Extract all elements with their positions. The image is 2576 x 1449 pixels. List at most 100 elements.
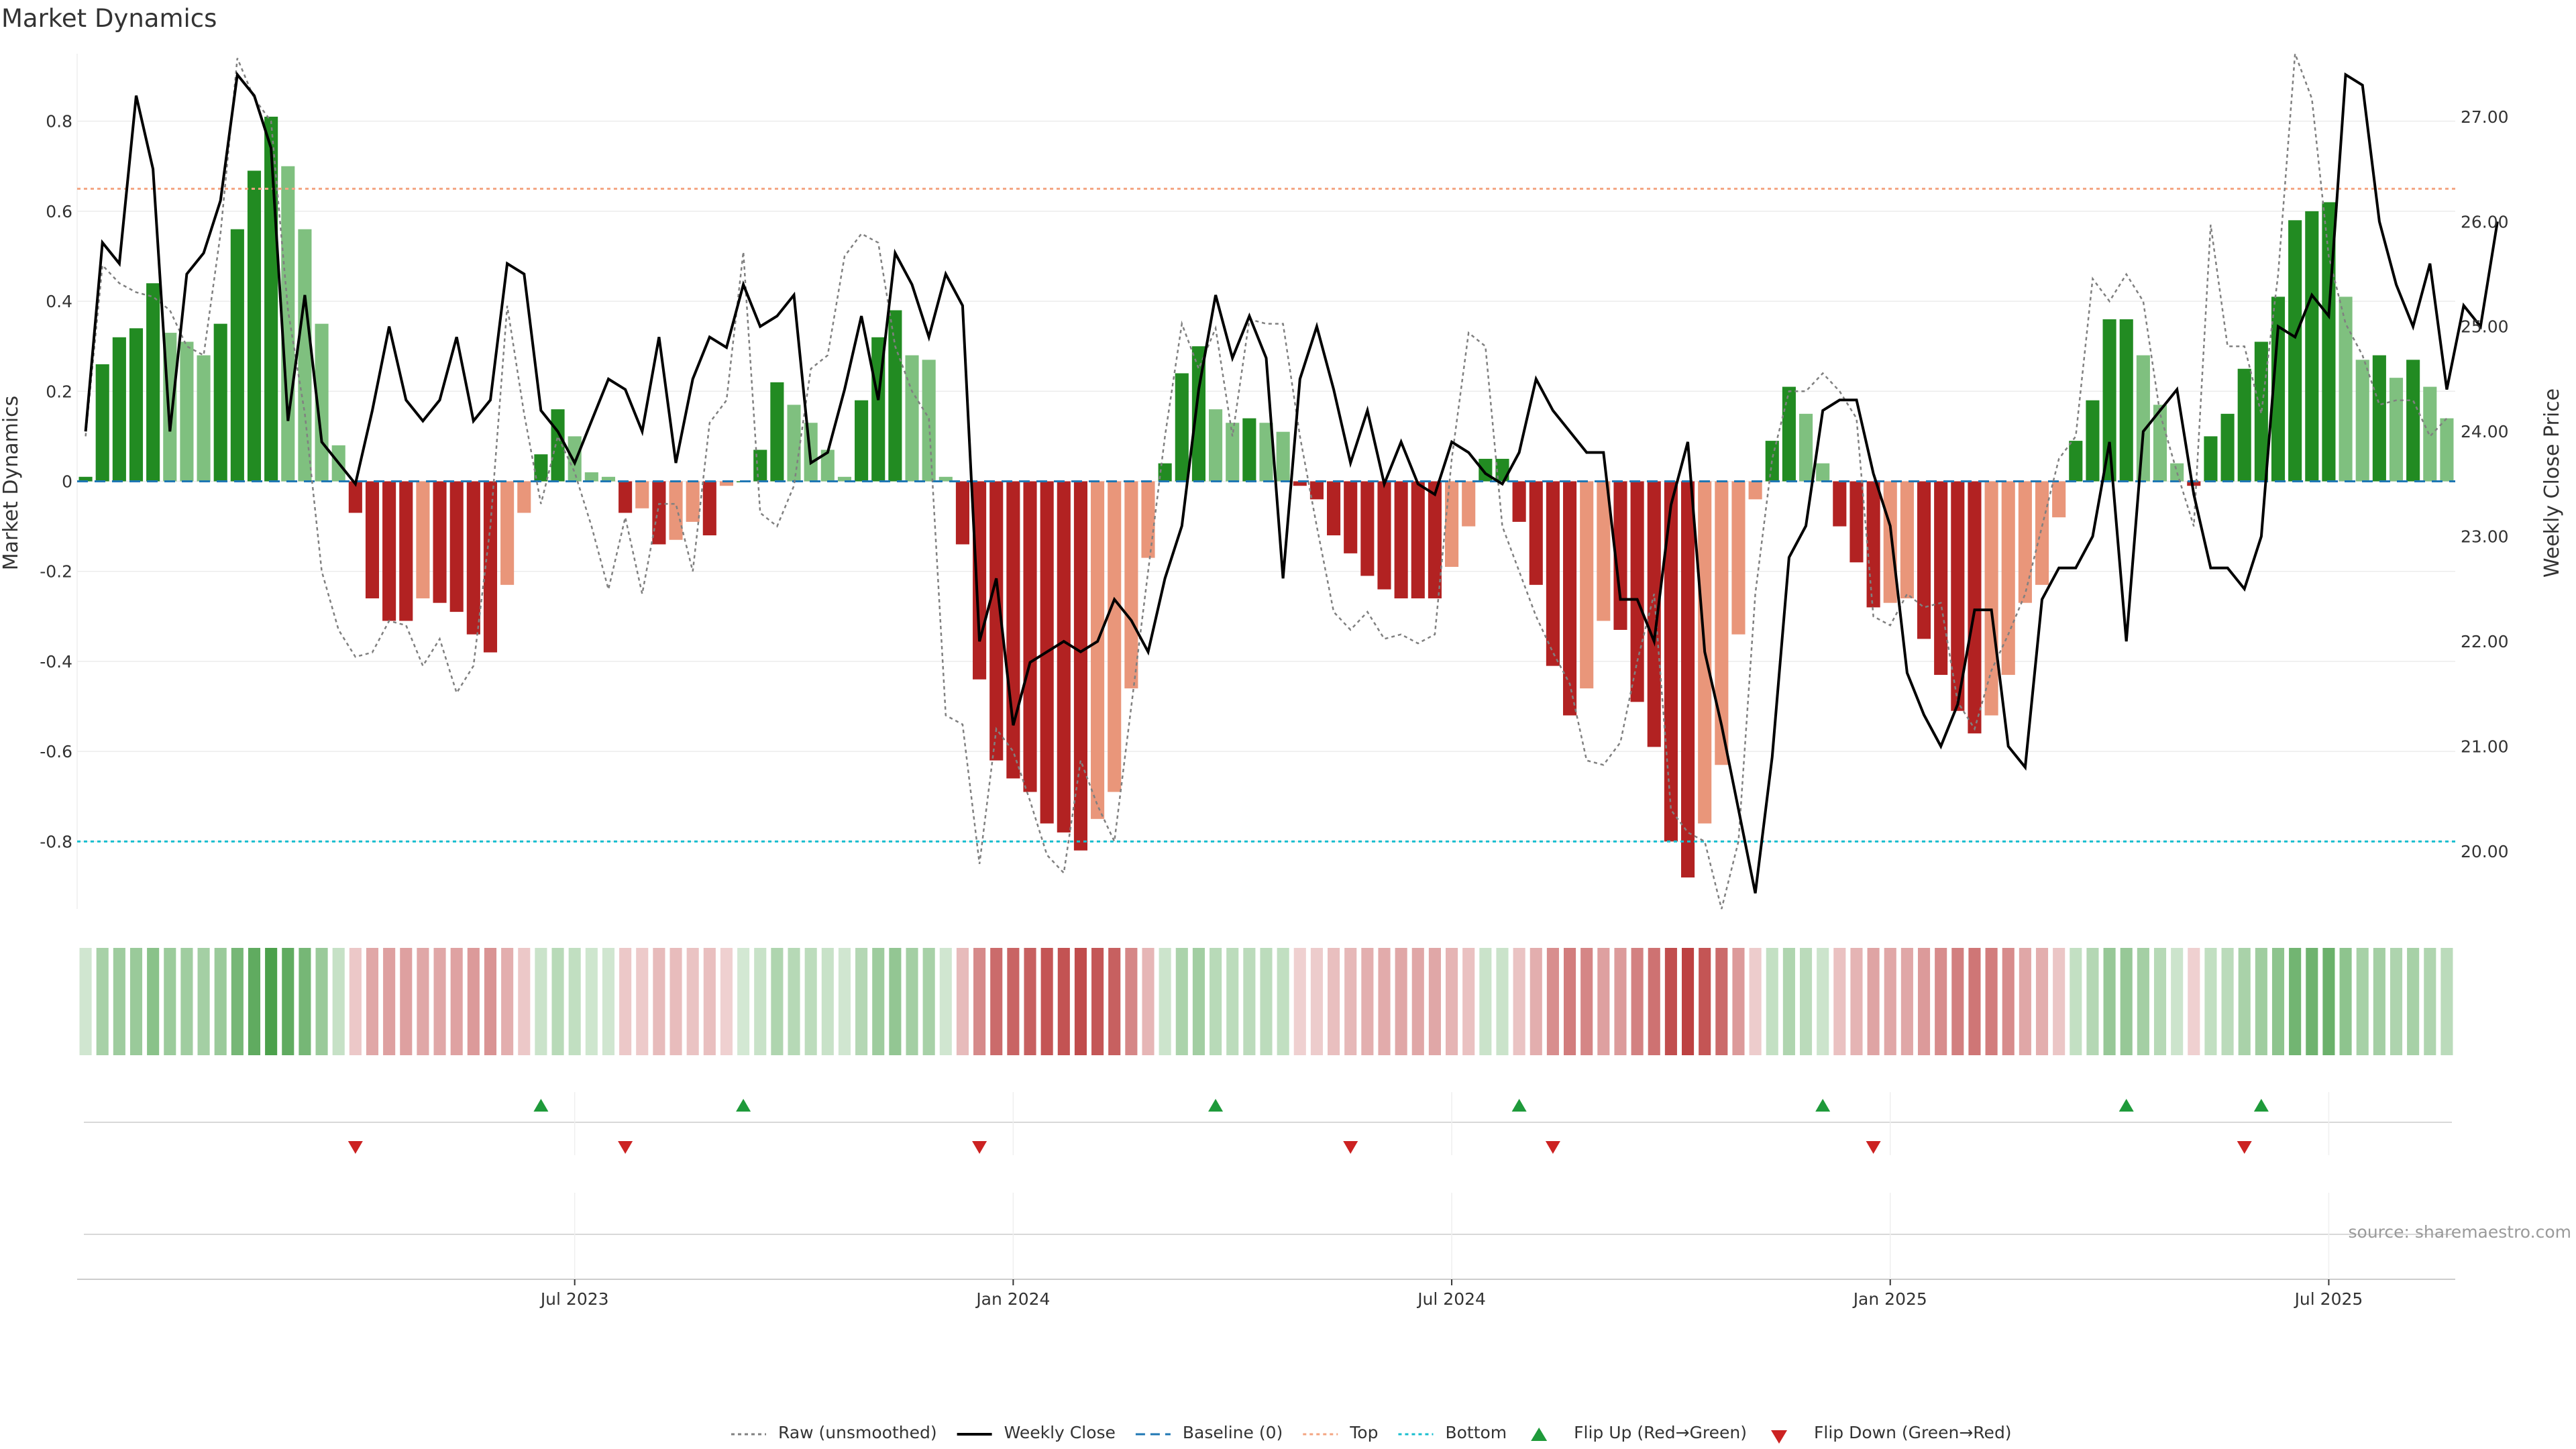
momentum-bar xyxy=(770,382,784,482)
heat-cell xyxy=(1007,948,1020,1055)
momentum-bar xyxy=(584,472,598,482)
date-axis-grid xyxy=(77,1193,2455,1280)
momentum-bar xyxy=(1816,463,1830,482)
flip-up-legend: Flip Up (Red→Green) xyxy=(1531,1423,1747,1442)
momentum-bar xyxy=(95,364,109,482)
flip-down-marker xyxy=(2237,1141,2252,1154)
momentum-bar xyxy=(466,481,480,635)
heat-cell xyxy=(1513,948,1525,1055)
date-tick-label: Jan 2025 xyxy=(1852,1289,1927,1309)
momentum-bar xyxy=(686,481,700,522)
momentum-bar xyxy=(1091,481,1105,819)
momentum-bar xyxy=(1226,423,1240,482)
momentum-bar xyxy=(180,341,194,482)
momentum-bar xyxy=(652,481,666,545)
momentum-bars xyxy=(78,116,2454,878)
flip-down-marker xyxy=(1343,1141,1358,1154)
heat-cell xyxy=(2373,948,2385,1055)
momentum-bar xyxy=(702,481,716,536)
momentum-bar xyxy=(2237,368,2251,482)
heat-cell xyxy=(2221,948,2234,1055)
heat-cell xyxy=(771,948,784,1055)
momentum-bar xyxy=(2119,319,2133,482)
heat-cell xyxy=(1817,948,1829,1055)
momentum-bar xyxy=(2423,386,2437,482)
heat-cell xyxy=(804,948,817,1055)
heat-cell xyxy=(2002,948,2015,1055)
heat-cell xyxy=(1664,948,1677,1055)
left-tick-label: 0.2 xyxy=(46,382,72,401)
momentum-bar xyxy=(2170,463,2184,482)
flip-markers xyxy=(347,1099,2269,1154)
momentum-bar xyxy=(1562,481,1577,716)
heat-cell xyxy=(1900,948,1913,1055)
left-tick-label: 0 xyxy=(62,472,72,492)
heat-cell xyxy=(1884,948,1896,1055)
heat-cell xyxy=(551,948,564,1055)
momentum-bar xyxy=(619,481,633,513)
momentum-bar xyxy=(500,481,515,585)
heat-cell xyxy=(2053,948,2065,1055)
weekly-close-legend: Weekly Close xyxy=(957,1423,1116,1442)
right-tick-label: 23.00 xyxy=(2461,527,2509,547)
flip-down-marker xyxy=(347,1141,363,1154)
heat-cell xyxy=(2356,948,2369,1055)
momentum-bar xyxy=(1968,481,1982,734)
momentum-bar xyxy=(1006,481,1020,779)
momentum-bar xyxy=(2102,319,2116,482)
momentum-bar xyxy=(888,310,902,482)
momentum-bar xyxy=(1108,481,1122,792)
heat-cell xyxy=(906,948,918,1055)
momentum-bar xyxy=(1546,481,1560,666)
heat-cell xyxy=(973,948,986,1055)
heat-cell xyxy=(1850,948,1863,1055)
flip-up-marker xyxy=(2118,1099,2134,1112)
heat-cell xyxy=(939,948,952,1055)
momentum-bar xyxy=(2187,481,2201,486)
heat-cell xyxy=(2035,948,2049,1055)
right-tick-label: 21.00 xyxy=(2461,737,2509,757)
heat-cell xyxy=(1328,948,1340,1055)
heat-cell xyxy=(1614,948,1627,1055)
momentum-bar xyxy=(2339,297,2353,482)
momentum-bar xyxy=(1057,481,1071,833)
momentum-bar xyxy=(146,283,160,482)
heat-cell xyxy=(2019,948,2031,1055)
left-axis-ticks: 0.8 0.6 0.4 0.2 0 -0.2 -0.4 -0.6 -0.8 xyxy=(40,112,72,852)
momentum-bar xyxy=(1360,481,1375,576)
momentum-bar xyxy=(1664,481,1678,842)
momentum-bar xyxy=(129,328,144,482)
momentum-bar xyxy=(264,116,278,482)
momentum-bar xyxy=(1917,481,1931,639)
momentum-bar xyxy=(1344,481,1358,553)
momentum-bar xyxy=(2389,378,2404,482)
legend: Raw (unsmoothed) Weekly Close Baseline (0)… xyxy=(731,1423,2012,1444)
momentum-bar xyxy=(1984,481,1998,716)
momentum-bar xyxy=(601,476,616,482)
raw-unsmoothed-line xyxy=(85,53,2448,910)
momentum-bar xyxy=(837,476,852,482)
heat-cell xyxy=(990,948,1003,1055)
momentum-bar xyxy=(315,323,329,482)
heat-cell xyxy=(2271,948,2285,1055)
heat-cell xyxy=(1564,948,1576,1055)
momentum-bar xyxy=(1883,481,1897,603)
heat-cell xyxy=(1091,948,1104,1055)
momentum-bar xyxy=(2271,297,2286,482)
heat-cell xyxy=(1024,948,1036,1055)
right-tick-label: 22.00 xyxy=(2461,632,2509,651)
momentum-bar xyxy=(1900,481,1914,598)
momentum-bar xyxy=(2406,360,2420,482)
heat-cell xyxy=(1040,948,1053,1055)
heat-cell xyxy=(518,948,531,1055)
heat-cell xyxy=(1968,948,1981,1055)
momentum-bar xyxy=(1191,346,1205,482)
momentum-bar xyxy=(1445,481,1459,567)
left-tick-label: -0.6 xyxy=(40,742,72,761)
heat-cell xyxy=(2339,948,2352,1055)
flip-up-marker xyxy=(1815,1099,1831,1112)
heat-cell xyxy=(1597,948,1610,1055)
momentum-heat-strip xyxy=(79,948,2453,1055)
heat-cell xyxy=(1226,948,1239,1055)
momentum-bar xyxy=(1175,373,1189,482)
